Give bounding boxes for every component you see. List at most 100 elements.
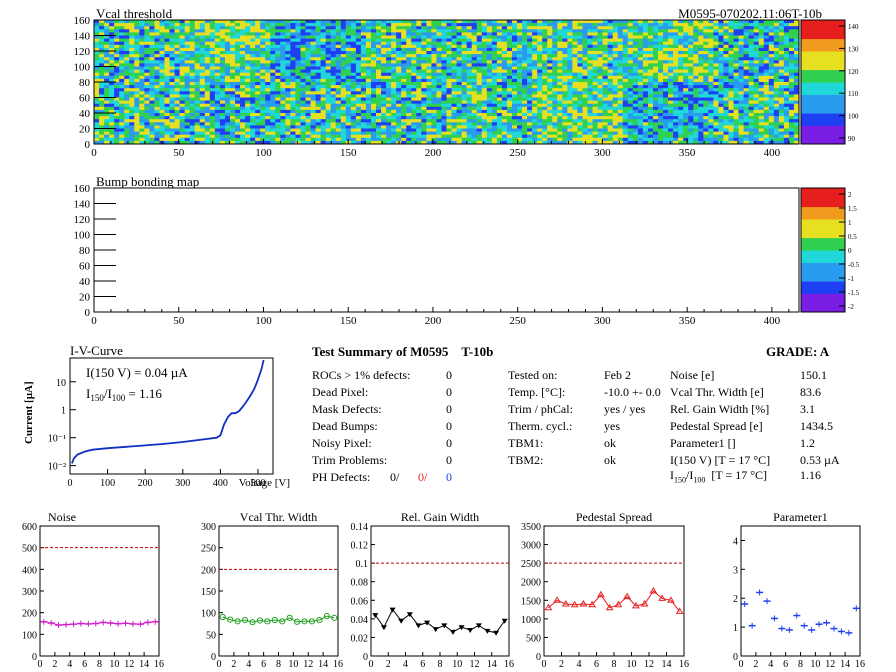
vcal-cell [532,23,538,27]
vcal-cell [376,72,382,77]
vcal-cell [557,88,563,92]
vcal-cell [129,119,135,123]
vcal-cell [285,116,291,120]
vcal-cell [391,60,397,64]
vcal-cell [627,78,634,83]
vcal-cell [431,125,437,129]
vcal-cell [511,78,518,83]
vcal-cell [104,23,110,27]
vcal-cell [582,88,588,92]
vcal-cell [320,38,327,43]
vcal-cell [446,51,452,55]
vcal-cell [592,82,598,86]
vcal-cell [340,72,347,77]
vcal-cell [446,35,452,39]
vcal-cell [174,119,181,123]
vcal-cell [733,38,739,43]
vcal-cell [335,109,342,114]
vcal-cell [577,26,583,30]
vcal-cell [647,122,654,126]
vcal-cell [773,100,780,105]
vcal-cell [658,106,664,111]
vcal-cell [219,75,226,80]
vcal-cell [204,29,211,33]
vcal-cell [396,54,402,58]
vcal-cell [471,63,478,67]
vcal-cell [159,35,165,39]
vcal-cell [99,91,105,95]
vcal-cell [496,20,503,24]
vcal-cell [154,51,160,55]
vcal-cell [678,109,684,114]
vcal-cell [300,94,306,98]
vcal-cell [240,78,246,83]
vcal-cell [355,78,362,83]
vcal-cell [204,51,211,55]
vcal-cell [401,91,407,95]
vcal-cell [209,41,216,46]
vcal-cell [335,41,342,46]
vcal-cell [592,41,598,46]
vcal-cell [632,51,639,55]
vcal-cell [617,106,624,111]
vcal-cell [637,35,644,39]
vcal-cell [562,69,568,74]
vcal-cell [481,85,488,89]
vcal-cell [703,85,709,89]
vcal-cell [728,100,734,105]
vcal-cell [391,94,397,98]
vcal-cell [522,20,528,24]
vcal-cell [491,125,498,129]
vcal-cell [109,103,115,108]
vcal-cell [501,125,508,129]
vcal-cell [663,119,669,123]
vcal-cell [154,32,160,36]
vcal-cell [678,63,684,67]
vcal-cell [250,69,256,74]
vcal-cell [542,35,548,39]
vcal-cell [265,32,271,36]
vcal-cell [381,106,387,111]
vcal-cell [577,66,583,70]
vcal-cell [330,57,337,61]
vcal-cell [431,109,437,114]
vcal-cell [496,26,503,30]
vcal-cell [381,109,387,114]
vcal-cell [793,94,800,98]
vcal-cell [224,20,231,24]
vcal-cell [320,125,327,129]
vcal-cell [214,85,221,89]
vcal-cell [451,63,457,67]
vcal-cell [114,63,120,67]
vcal-cell [748,41,755,46]
vcal-cell [340,63,347,67]
vcal-cell [396,106,402,111]
vcal-cell [325,128,332,132]
vcal-cell [129,128,135,132]
vcal-cell [647,69,654,74]
vcal-cell [511,54,518,58]
vcal-cell [365,91,372,95]
vcal-cell [728,35,734,39]
vcal-cell [602,23,609,27]
vcal-cell [622,54,629,58]
vcal-cell [164,78,170,83]
vcal-cell [154,23,160,27]
vcal-cell [542,38,548,43]
vcal-cell [149,85,155,89]
vcal-cell [527,32,533,36]
vcal-cell [552,72,558,77]
vcal-cell [683,78,689,83]
vcal-cell [763,85,770,89]
vcal-cell [320,116,327,120]
vcal-cell [114,85,120,89]
vcal-cell [365,23,372,27]
vcal-cell [788,109,795,114]
vcal-cell [381,113,387,117]
vcal-cell [280,78,286,83]
vcal-cell [768,78,775,83]
vcal-cell [350,63,357,67]
vcal-cell [481,66,488,70]
vcal-cell [446,85,452,89]
vcal-cell [451,82,457,86]
